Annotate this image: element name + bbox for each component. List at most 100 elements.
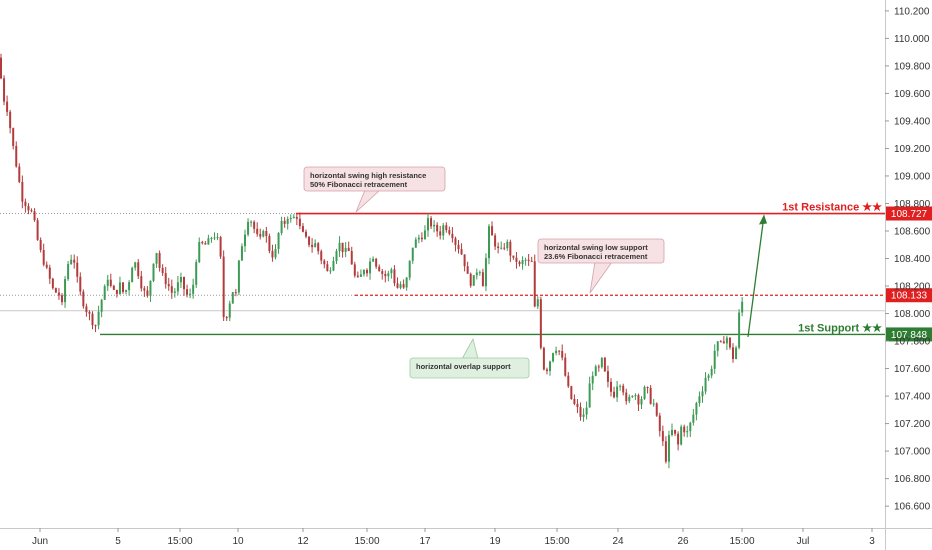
candle <box>545 367 548 375</box>
candle <box>170 279 173 299</box>
candle <box>39 237 42 253</box>
swing-high-annotation-bubble <box>303 166 446 192</box>
candle <box>247 218 250 237</box>
candle <box>298 212 301 230</box>
x-tick-label: Jul <box>797 536 810 547</box>
candle <box>115 289 118 298</box>
candle <box>64 276 67 308</box>
overlap-annotation-text: horizontal overlap support <box>416 362 511 371</box>
candle <box>393 265 396 287</box>
y-tick-label: 108.200 <box>894 282 931 293</box>
y-tick-label: 109.200 <box>894 144 931 155</box>
candle <box>414 237 417 248</box>
candle <box>280 216 283 236</box>
candle <box>323 259 326 269</box>
candle <box>57 287 60 300</box>
candle <box>289 214 292 223</box>
candle <box>204 240 207 245</box>
candle <box>631 395 634 399</box>
candle <box>292 214 295 219</box>
y-tick-label: 110.000 <box>894 34 930 45</box>
candle <box>109 273 112 288</box>
candle <box>579 402 582 421</box>
candle <box>658 412 661 437</box>
candle <box>350 246 353 265</box>
candle <box>125 289 128 295</box>
candle <box>649 384 652 405</box>
candle <box>417 234 420 244</box>
candle <box>24 198 27 213</box>
candle <box>134 261 137 271</box>
y-tick-label: 108.400 <box>894 254 931 265</box>
candle <box>253 220 256 234</box>
candle <box>61 293 63 306</box>
candle <box>167 277 170 291</box>
candle <box>530 256 533 262</box>
candle <box>616 380 619 402</box>
candle <box>484 253 487 292</box>
candle <box>140 270 143 292</box>
candle <box>509 239 512 262</box>
candle <box>722 336 725 344</box>
y-tick-label: 107.800 <box>894 337 931 348</box>
candle <box>506 239 509 251</box>
candle <box>555 346 558 356</box>
candle <box>353 261 356 278</box>
candle <box>256 222 259 237</box>
candle <box>655 402 658 417</box>
candle <box>701 386 704 403</box>
swing-high-annotation-text: 50% Fibonacci retracement <box>310 180 408 189</box>
x-tick-label: 12 <box>297 536 309 547</box>
candle <box>613 386 616 399</box>
candle <box>463 254 466 272</box>
candle <box>176 275 179 296</box>
candle <box>112 284 115 291</box>
projection-arrow-line <box>747 215 765 337</box>
candle <box>186 284 189 298</box>
candle <box>286 216 289 230</box>
candle <box>643 385 646 400</box>
candle <box>118 276 121 295</box>
candle <box>597 364 600 372</box>
swing-high-annotation-text: horizontal swing high resistance <box>310 171 426 180</box>
candle <box>533 254 536 308</box>
candle <box>183 276 185 296</box>
candle <box>274 244 277 260</box>
candle <box>469 272 472 288</box>
candle <box>97 305 100 330</box>
candle <box>725 335 728 350</box>
candle <box>329 267 332 275</box>
candle <box>198 237 201 264</box>
candle <box>228 300 231 322</box>
candle <box>222 250 225 322</box>
candle <box>445 222 448 233</box>
intermediate-price-tag <box>886 288 932 303</box>
candle <box>542 346 545 371</box>
candle <box>420 232 423 243</box>
candle <box>311 238 314 253</box>
candle <box>317 242 320 255</box>
candle <box>735 345 738 360</box>
candle <box>637 393 640 412</box>
candle <box>692 409 695 426</box>
candle <box>518 260 521 267</box>
candle <box>27 203 30 215</box>
candle <box>48 264 51 284</box>
candle <box>567 372 570 388</box>
candle <box>207 234 210 245</box>
candle <box>259 228 262 240</box>
candle <box>213 232 216 241</box>
candle <box>88 310 91 321</box>
x-tick-label: 26 <box>677 536 689 547</box>
candle <box>79 272 82 296</box>
candle <box>359 269 362 277</box>
candle <box>457 239 460 254</box>
candle <box>173 288 176 298</box>
candle <box>442 222 445 240</box>
candle <box>216 232 219 241</box>
candle <box>320 249 323 265</box>
candle <box>51 277 54 290</box>
candle <box>488 224 490 265</box>
